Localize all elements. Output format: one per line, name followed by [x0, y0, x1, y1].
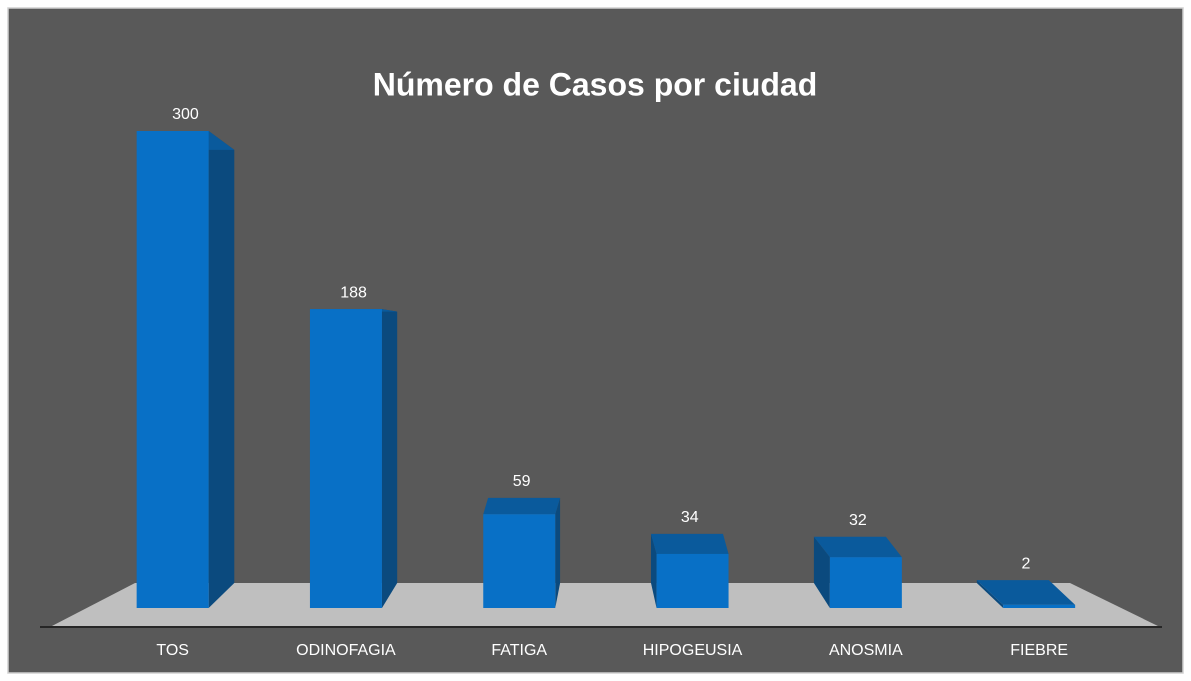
- x-tick-label: FATIGA: [491, 642, 547, 659]
- chart-title: Número de Casos por ciudad: [373, 66, 818, 102]
- bar-top: [483, 497, 561, 515]
- bar: [656, 553, 729, 608]
- value-label: 59: [513, 473, 531, 490]
- value-label: 32: [849, 512, 867, 529]
- bar-side: [650, 533, 657, 608]
- bar: [1003, 604, 1076, 608]
- x-tick-label: ODINOFAGIA: [296, 642, 396, 659]
- bar: [309, 309, 382, 608]
- bar-side: [813, 536, 830, 608]
- bar-side: [976, 580, 1004, 608]
- bar: [136, 131, 209, 608]
- bar-top: [813, 536, 902, 558]
- bar-top: [650, 533, 729, 554]
- bar: [829, 557, 902, 608]
- bar-top: [976, 580, 1076, 605]
- bar-side: [208, 131, 235, 608]
- x-tick-label: HIPOGEUSIA: [643, 642, 743, 659]
- value-label: 34: [681, 509, 699, 526]
- x-tick-label: ANOSMIA: [829, 642, 903, 659]
- value-label: 2: [1022, 555, 1031, 572]
- value-label: 188: [340, 284, 367, 301]
- bar: [483, 514, 556, 608]
- bar-side: [381, 309, 398, 608]
- bar-side: [555, 497, 561, 608]
- value-label: 300: [172, 106, 199, 123]
- x-tick-label: FIEBRE: [1010, 642, 1068, 659]
- x-tick-label: TOS: [156, 642, 189, 659]
